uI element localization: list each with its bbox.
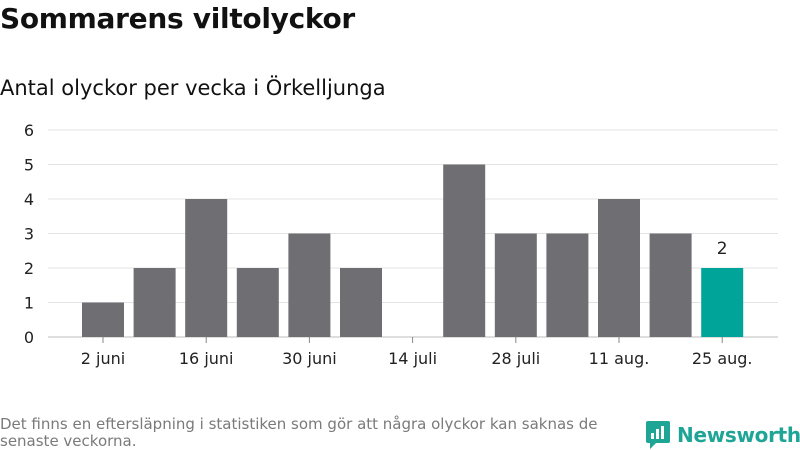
y-tick-label: 1 — [24, 294, 34, 313]
y-tick-label: 2 — [24, 259, 34, 278]
y-tick-label: 3 — [24, 225, 34, 244]
x-tick-label: 16 juni — [179, 349, 234, 368]
bar — [288, 233, 331, 337]
y-tick-label: 5 — [24, 156, 34, 175]
x-tick-label: 28 juli — [491, 349, 540, 368]
data-label: 2 — [717, 239, 728, 259]
bar — [649, 233, 692, 337]
brand-logo: Newsworthy — [645, 420, 800, 450]
bar — [546, 233, 589, 337]
y-tick-label: 6 — [24, 121, 34, 140]
bar-chart: 0 1 2 3 4 5 6 2 juni 16 juni 30 juni 14 juli 28 jul… — [24, 121, 778, 368]
chart-subtitle: Antal olyckor per vecka i Örkelljunga — [0, 76, 386, 100]
y-tick-label: 4 — [24, 190, 34, 209]
x-tick-label: 30 juni — [282, 349, 337, 368]
chart-title: Sommarens viltolyckor — [0, 2, 355, 35]
bar — [701, 268, 744, 337]
bar-chart-speech-bubble-icon — [646, 421, 670, 449]
x-tick-label: 25 aug. — [692, 349, 753, 368]
footnote: Det finns en eftersläpning i statistiken… — [0, 415, 598, 450]
bar — [236, 268, 279, 337]
bar — [443, 164, 486, 337]
x-tick-label: 2 juni — [81, 349, 125, 368]
x-tick-label: 14 juli — [388, 349, 437, 368]
bar — [185, 199, 228, 337]
x-tick-label: 11 aug. — [589, 349, 650, 368]
y-tick-label: 0 — [24, 328, 34, 347]
bar — [598, 199, 640, 337]
brand-name: Newsworthy — [677, 423, 800, 447]
bar — [133, 268, 176, 337]
bar — [494, 233, 537, 337]
bar — [82, 302, 124, 337]
bar — [340, 268, 382, 337]
